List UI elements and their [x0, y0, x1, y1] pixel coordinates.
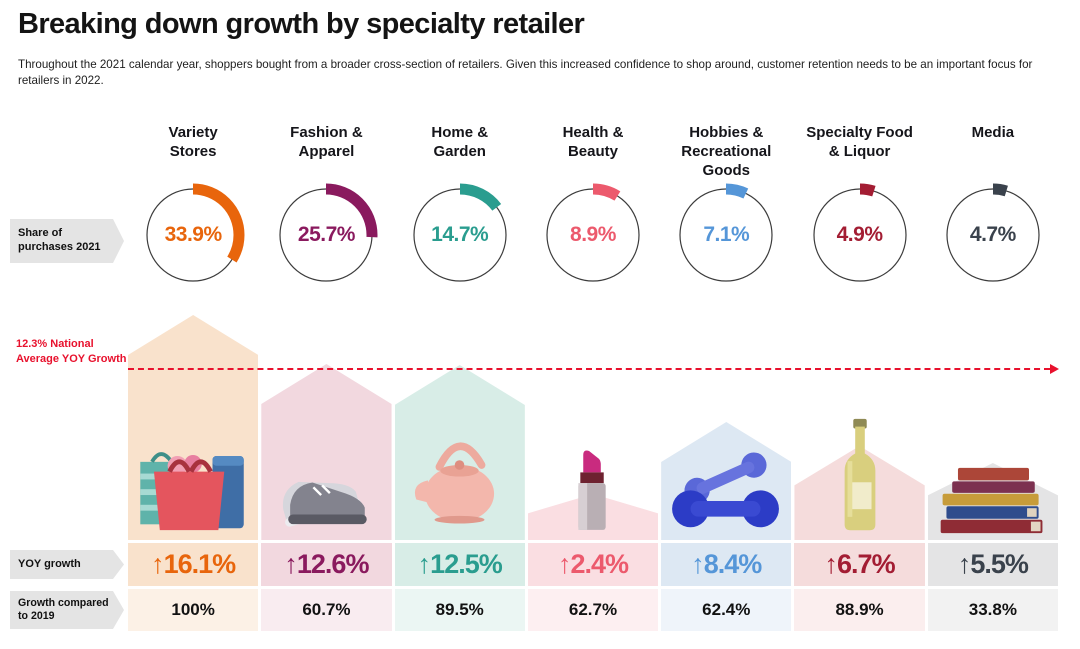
donut-chart: 33.9% — [128, 180, 258, 290]
sneakers-icon — [283, 481, 368, 527]
share-value: 25.7% — [297, 223, 356, 246]
category-header: Media — [971, 124, 1015, 141]
growth-2019-row-label-text: Growth compared to 2019 — [18, 596, 109, 622]
growth-2019-value: 62.7% — [527, 589, 659, 631]
category-column — [927, 300, 1058, 540]
share-value: 7.1% — [703, 223, 750, 246]
yoy-value: ↑5.5% — [927, 543, 1058, 586]
category-header: Fashion & Apparel — [290, 124, 363, 160]
donut-ring-icon — [274, 183, 378, 287]
national-average-label: 12.3% National Average YOY Growth — [16, 338, 127, 366]
bars-row — [128, 300, 1058, 540]
shopping-bags-icon — [140, 452, 244, 531]
growth-2019-value: 33.8% — [927, 589, 1058, 631]
growth-2019-value: 89.5% — [394, 589, 525, 631]
wine-bottle-icon — [844, 418, 875, 531]
share-value: 33.9% — [164, 223, 223, 246]
kettle-icon — [414, 442, 494, 524]
share-row-label-text: Share of purchases 2021 — [18, 227, 101, 253]
growth-2019-row-label: Growth compared to 2019 — [10, 591, 124, 629]
growth-2019-value: 88.9% — [794, 589, 925, 631]
donut-ring-icon — [408, 183, 512, 287]
category-header: Specialty Food & Liquor — [806, 124, 913, 160]
yoy-value: ↑6.7% — [794, 543, 925, 586]
donut-chart: 14.7% — [395, 180, 525, 290]
category-column — [128, 300, 259, 540]
donut-chart: 4.9% — [794, 180, 924, 290]
dumbbell-icon — [672, 452, 780, 528]
arrowhead-icon — [1050, 364, 1059, 374]
donut-ring-icon — [808, 183, 912, 287]
donut-ring-icon — [941, 183, 1045, 287]
subtitle: Throughout the 2021 calendar year, shopp… — [18, 58, 1033, 88]
books-icon — [940, 467, 1043, 534]
yoy-row-label: YOY growth — [10, 550, 124, 579]
donut-chart: 8.9% — [528, 180, 658, 290]
share-value: 8.9% — [570, 223, 616, 246]
yoy-value: ↑12.5% — [394, 543, 525, 586]
growth-2019-value: 100% — [128, 589, 259, 631]
donut-chart: 4.7% — [928, 180, 1058, 290]
yoy-growth-row: ↑16.1% ↑12.6% ↑12.5% ↑2.4% ↑8.4% ↑6.7% ↑… — [128, 543, 1058, 586]
donut-ring-icon — [141, 183, 245, 287]
category-header: Variety Stores — [168, 124, 218, 160]
share-value: 4.9% — [836, 223, 883, 246]
growth-2019-row: 100% 60.7% 89.5% 62.7% 62.4% 88.9% 33.8% — [128, 589, 1058, 631]
yoy-value: ↑8.4% — [661, 543, 792, 586]
page-title: Breaking down growth by specialty retail… — [18, 8, 585, 40]
category-header-row: Variety Stores Fashion & Apparel Home & … — [128, 124, 1058, 180]
donut-row: 33.9% 25.7% 14.7% 8.9% — [128, 180, 1058, 290]
national-average-line — [128, 364, 1059, 374]
growth-2019-value: 62.4% — [661, 589, 792, 631]
donut-ring-icon — [674, 183, 778, 287]
category-column — [527, 300, 659, 540]
share-row-label: Share of purchases 2021 — [10, 219, 124, 263]
donut-ring-icon — [541, 183, 645, 287]
share-value: 4.7% — [969, 223, 1016, 246]
category-column — [794, 300, 925, 540]
donut-chart: 7.1% — [661, 180, 791, 290]
growth-2019-value: 60.7% — [261, 589, 392, 631]
donut-chart: 25.7% — [261, 180, 391, 290]
category-column — [394, 300, 525, 540]
share-value: 14.7% — [431, 223, 489, 246]
yoy-value: ↑2.4% — [527, 543, 659, 586]
category-header: Health & Beauty — [562, 124, 624, 160]
category-header: Hobbies & Recreational Goods — [681, 124, 772, 179]
yoy-row-label-text: YOY growth — [18, 557, 81, 570]
category-column — [261, 300, 392, 540]
lipstick-icon — [578, 450, 606, 530]
yoy-value: ↑12.6% — [261, 543, 392, 586]
category-column — [661, 300, 792, 540]
yoy-value: ↑16.1% — [128, 543, 259, 586]
category-header: Home & Garden — [431, 124, 489, 160]
